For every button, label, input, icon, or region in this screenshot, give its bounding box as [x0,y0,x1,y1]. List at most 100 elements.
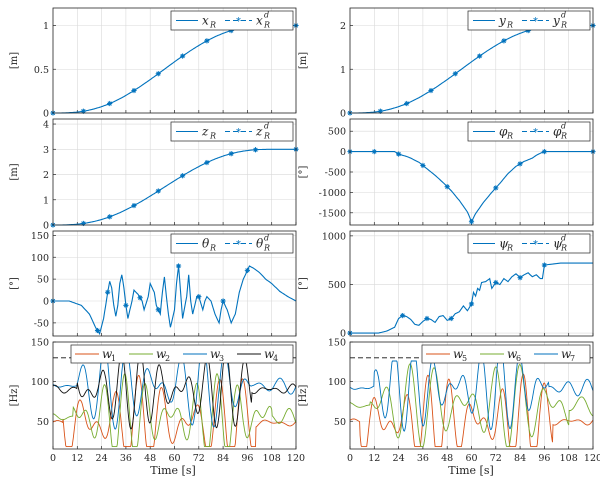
series-line-w7 [349,360,594,432]
marker-desired [477,53,483,59]
legend-sub-w4: 4 [273,354,278,363]
axes-frame [52,118,297,226]
x-tick-label: 12 [71,453,83,464]
legend-sub-actual: R [506,244,513,253]
legend-label-desired: θ [256,237,264,251]
y-tick-label: 100 [328,377,346,388]
x-tick-label: 24 [393,453,405,464]
x-tick-label: 0 [347,453,353,464]
y-tick-label: -50 [34,318,49,329]
marker-desired [107,100,113,107]
marker-desired [252,147,259,153]
legend-box [170,121,294,142]
marker-desired [501,38,507,44]
legend-label-w6: w [507,347,518,361]
legend-sub-desired: R [263,244,270,253]
series-line-w6 [349,363,594,448]
y-tick-label: 1000 [322,231,346,242]
axes-frame [52,230,297,337]
x-tick-label: 96 [538,453,550,464]
x-tick-label: 108 [560,453,578,464]
legend-sup-desired: d [561,122,566,131]
x-tick-label: 0 [50,453,56,464]
y-tick-label: 0 [43,221,49,232]
y-axis-title: [Hz] [9,385,20,407]
marker-desired [131,202,137,209]
y-axis-title: [m] [9,163,20,180]
x-tick-label: 84 [217,453,229,464]
y-axis-title: [°] [9,277,20,290]
marker-desired [244,267,250,273]
y-tick-label: 2 [43,170,49,181]
marker-desired [155,188,161,194]
legend-sub-actual: R [506,132,513,141]
legend-label-desired: φ [553,125,562,139]
marker-desired [541,149,547,155]
y-tick-label: 50 [334,417,346,428]
marker-desired [105,289,111,295]
marker-desired [94,327,101,334]
legend-sub-actual: R [209,21,216,30]
series-line-w3 [52,360,297,430]
x-tick-label: 60 [168,453,180,464]
y-tick-label: 1 [43,21,49,32]
y-tick-label: 0 [340,329,346,340]
legend-sup-desired: d [561,11,566,20]
legend-label-actual: x [202,14,209,28]
marker-desired [444,184,450,190]
marker-desired [468,301,475,307]
legend-label-actual: θ [202,237,210,251]
legend-sub-desired: R [560,132,567,141]
y-tick-label: 0 [43,297,49,308]
y-tick-label: 3 [43,145,49,156]
legend-box [70,344,294,364]
y-axis-title: [m] [298,52,309,69]
marker-desired [468,219,475,225]
legend-sub-w3: 3 [219,354,224,363]
marker-desired [155,307,161,313]
marker-desired [517,275,523,281]
legend-sup-desired: d [264,11,269,20]
series-line-w4 [52,360,297,430]
marker-desired [175,263,182,269]
series-line-w5 [349,373,594,448]
legend-marker-desired: * [236,128,241,139]
legend-label-actual: y [498,14,506,28]
y-tick-label: 150 [328,338,346,349]
legend-sub-desired: R [560,244,567,253]
x-axis-title: Time [s] [150,464,196,477]
y-tick-label: 0.5 [34,65,49,76]
marker-desired [228,151,234,157]
legend-sub-w6: 6 [516,354,521,363]
x-tick-label: 48 [441,453,453,464]
legend-box [467,10,591,31]
y-axis-title: [°] [298,277,309,290]
legend-marker-desired: * [533,240,538,251]
x-tick-label: 36 [417,453,429,464]
x-tick-label: 120 [287,453,305,464]
marker-desired [80,108,86,114]
marker-desired [204,38,210,44]
axes-frame [52,341,297,450]
axes-frame [349,118,594,226]
legend-sub-actual: R [209,244,216,253]
legend-label-w3: w [210,347,221,361]
x-tick-label: 108 [263,453,281,464]
x-tick-label: 120 [584,453,600,464]
marker-desired [400,312,406,319]
marker-desired [493,185,499,191]
legend-label-desired: ψ [553,237,563,251]
legend-label-desired: z [255,125,263,139]
legend-marker-desired: * [533,17,538,28]
legend-box [467,121,591,142]
legend-box [467,233,591,254]
marker-desired [371,149,377,155]
marker-desired [107,214,113,220]
legend-sub-actual: R [209,132,216,141]
legend-label-w4: w [264,347,275,361]
legend-label-w2: w [156,347,167,361]
axes-frame [349,230,594,337]
marker-desired [180,53,186,59]
